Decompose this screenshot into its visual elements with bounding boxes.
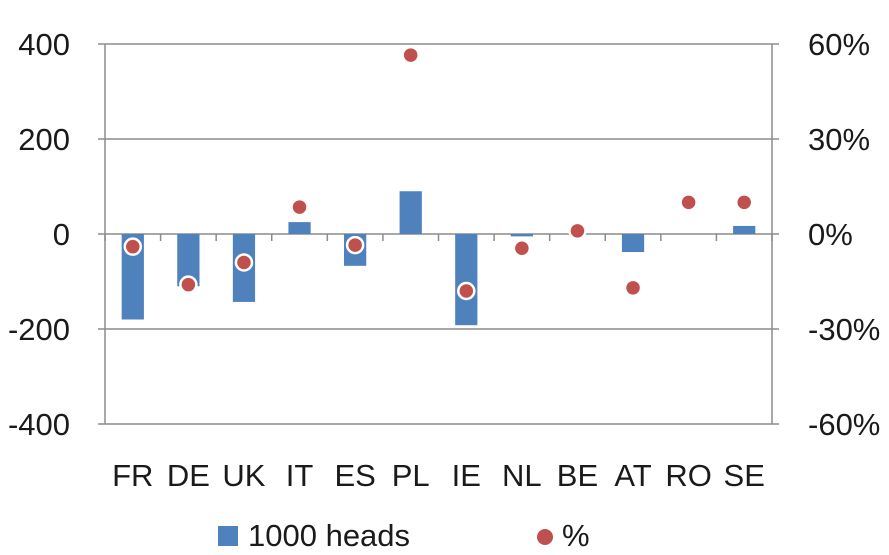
right-tick-label: 30% <box>808 122 870 157</box>
left-tick-label: 0 <box>53 217 70 252</box>
bar-nl <box>510 234 533 237</box>
dot-fr <box>123 237 143 256</box>
bar-at <box>621 234 645 253</box>
legend: 1000 heads% <box>218 518 590 553</box>
legend-label-bars: 1000 heads <box>248 518 410 553</box>
right-axis-tick-labels: 60% 30% 0% -30% -60% <box>808 27 880 442</box>
bar-pl <box>399 191 422 234</box>
legend-swatch-dots <box>537 529 553 545</box>
left-tick-label: 200 <box>18 122 70 157</box>
dot-at <box>623 278 643 298</box>
dot-series <box>123 45 754 301</box>
right-tick-label: -30% <box>808 312 880 347</box>
dot-ie <box>457 281 476 301</box>
dot-es <box>345 235 365 255</box>
x-tick-label-it: IT <box>286 458 314 493</box>
dot-de <box>179 275 198 294</box>
bar-de <box>177 234 200 287</box>
dot-ro <box>679 193 698 212</box>
dot-nl <box>512 239 532 258</box>
left-tick-label: 400 <box>18 27 70 62</box>
x-tick-label-be: BE <box>557 458 598 493</box>
x-tick-label-se: SE <box>724 458 765 493</box>
dot-pl <box>401 45 420 65</box>
right-tick-label: 60% <box>808 27 870 62</box>
x-tick-label-de: DE <box>167 458 210 493</box>
dot-se <box>734 193 754 212</box>
left-axis-tick-labels: 400 200 0 -200 -400 <box>8 27 70 442</box>
bar-series <box>121 191 756 326</box>
dot-it <box>290 197 309 217</box>
bar-ie <box>455 234 478 326</box>
bar-fr <box>121 234 144 320</box>
bar-se <box>733 225 756 234</box>
legend-swatch-bars <box>218 526 238 546</box>
axes <box>98 43 779 425</box>
dot-uk <box>234 253 254 272</box>
x-tick-label-nl: NL <box>502 458 542 493</box>
dot-be <box>568 221 587 241</box>
right-tick-label: 0% <box>808 217 853 252</box>
x-tick-label-pl: PL <box>392 458 430 493</box>
x-tick-label-fr: FR <box>112 458 153 493</box>
left-tick-label: -200 <box>8 312 70 347</box>
x-tick-label-uk: UK <box>222 458 265 493</box>
x-tick-label-at: AT <box>614 458 651 493</box>
x-tick-label-es: ES <box>334 458 375 493</box>
left-tick-label: -400 <box>8 407 70 442</box>
x-tick-label-ro: RO <box>665 458 712 493</box>
x-tick-label-ie: IE <box>452 458 481 493</box>
legend-label-dots: % <box>562 518 590 553</box>
right-tick-label: -60% <box>808 407 880 442</box>
x-axis-tick-labels: FR DE UK IT ES PL IE NL BE AT RO SE <box>112 458 765 493</box>
bar-it <box>288 222 311 234</box>
